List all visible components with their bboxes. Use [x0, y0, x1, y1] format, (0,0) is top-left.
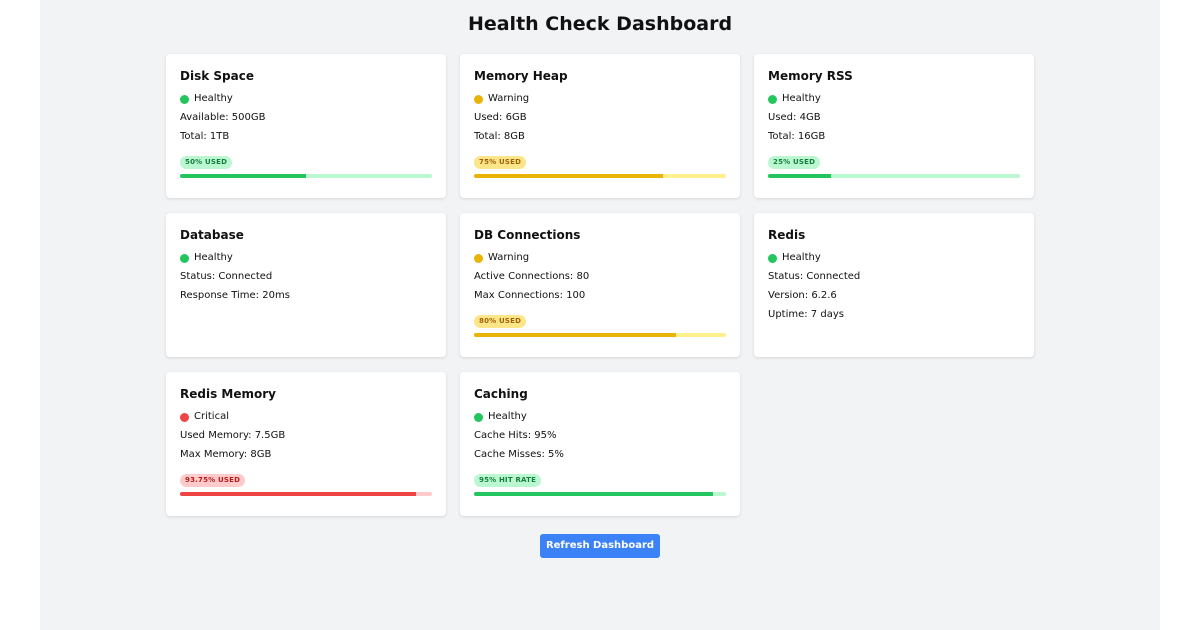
usage-badge: 93.75% USED [180, 474, 246, 487]
card-memory-heap: Memory Heap Warning Used: 6GB Total: 8GB 75%… [460, 54, 740, 198]
status-label: Warning [488, 93, 530, 104]
card-title: Redis [768, 228, 806, 242]
card-detail-line: Response Time: 20ms [180, 290, 290, 301]
card-title: Redis Memory [180, 387, 276, 401]
dashboard-page: Health Check Dashboard Disk Space Healthy… [40, 0, 1160, 630]
status-label: Critical [194, 411, 229, 422]
card-caching: Caching Healthy Cache Hits: 95% Cache Misse… [460, 372, 740, 516]
card-detail-line: Used: 6GB [474, 112, 527, 123]
card-title: Caching [474, 387, 528, 401]
usage-progress-fill [180, 492, 417, 496]
status-dot-icon [474, 412, 483, 422]
usage-badge: 80% USED [474, 315, 527, 328]
card-title: Memory RSS [768, 69, 853, 83]
card-detail-line: Used Memory: 7.5GB [180, 430, 286, 441]
status-label: Healthy [782, 93, 821, 104]
page-title: Health Check Dashboard [467, 13, 733, 35]
status-dot-icon [768, 253, 777, 263]
status-label: Healthy [488, 411, 527, 422]
card-detail-line: Active Connections: 80 [474, 271, 590, 282]
card-detail-line: Max Connections: 100 [474, 290, 586, 301]
card-db-connections: DB Connections Warning Active Connections:… [460, 213, 740, 357]
card-detail-line: Version: 6.2.6 [768, 290, 837, 301]
usage-progress-bar [180, 492, 432, 496]
status-dot-icon [768, 94, 777, 104]
card-detail-line: Available: 500GB [180, 112, 266, 123]
status-dot-icon [180, 253, 189, 263]
usage-progress-bar [474, 333, 726, 337]
status-row: Healthy [180, 92, 432, 106]
status-dot-icon [180, 94, 189, 104]
usage-progress-fill [180, 174, 306, 178]
status-dot-icon [180, 412, 189, 422]
card-detail-line: Total: 16GB [768, 131, 826, 142]
usage-badge: 95% HIT RATE [474, 474, 542, 487]
status-row: Warning [474, 92, 726, 106]
card-detail-line: Total: 1TB [180, 131, 230, 142]
usage-badge: 75% USED [474, 156, 527, 169]
status-label: Healthy [782, 252, 821, 263]
card-detail-line: Used: 4GB [768, 112, 821, 123]
status-dot-icon [474, 94, 483, 104]
usage-progress-bar [474, 492, 726, 496]
card-redis-memory: Redis Memory Critical Used Memory: 7.5GB Ma… [166, 372, 446, 516]
card-disk-space: Disk Space Healthy Available: 500GB Total: … [166, 54, 446, 198]
refresh-dashboard-button[interactable]: Refresh Dashboard [540, 534, 660, 558]
usage-progress-fill [474, 174, 663, 178]
status-dot-icon [474, 253, 483, 263]
status-label: Warning [488, 252, 530, 263]
usage-progress-bar [474, 174, 726, 178]
usage-badge: 25% USED [768, 156, 821, 169]
card-detail-line: Cache Misses: 5% [474, 449, 564, 460]
card-redis: Redis Healthy Status: Connected Version: 6.… [754, 213, 1034, 357]
status-row: Healthy [768, 251, 1020, 265]
status-row: Healthy [180, 251, 432, 265]
usage-badge: 50% USED [180, 156, 233, 169]
card-detail-line: Total: 8GB [474, 131, 525, 142]
usage-progress-fill [768, 174, 831, 178]
status-label: Healthy [194, 252, 233, 263]
status-label: Healthy [194, 93, 233, 104]
card-detail-line: Uptime: 7 days [768, 309, 844, 320]
status-row: Healthy [474, 410, 726, 424]
status-row: Critical [180, 410, 432, 424]
status-row: Warning [474, 251, 726, 265]
card-title: Database [180, 228, 244, 242]
card-title: Memory Heap [474, 69, 568, 83]
usage-progress-fill [474, 333, 676, 337]
card-database: Database Healthy Status: Connected Response… [166, 213, 446, 357]
status-row: Healthy [768, 92, 1020, 106]
usage-progress-bar [768, 174, 1020, 178]
card-title: DB Connections [474, 228, 581, 242]
card-detail-line: Max Memory: 8GB [180, 449, 272, 460]
card-memory-rss: Memory RSS Healthy Used: 4GB Total: 16GB 25%… [754, 54, 1034, 198]
card-detail-line: Status: Connected [180, 271, 273, 282]
usage-progress-bar [180, 174, 432, 178]
usage-progress-fill [474, 492, 714, 496]
card-detail-line: Status: Connected [768, 271, 861, 282]
card-detail-line: Cache Hits: 95% [474, 430, 557, 441]
card-title: Disk Space [180, 69, 254, 83]
